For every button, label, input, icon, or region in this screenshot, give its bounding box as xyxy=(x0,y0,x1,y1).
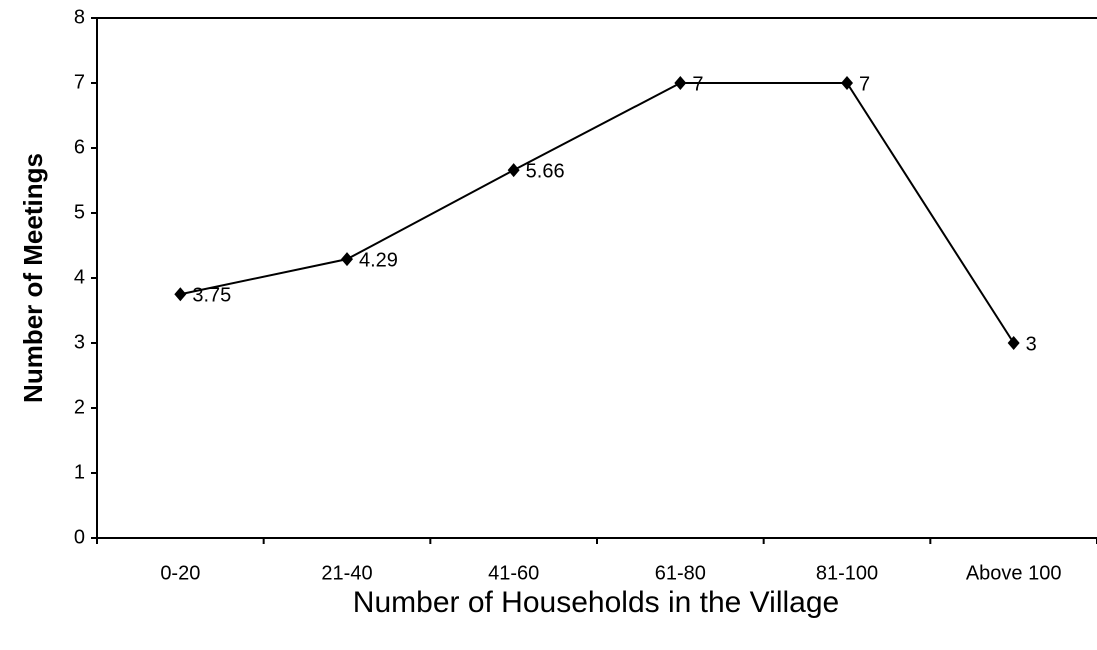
data-label: 3.75 xyxy=(192,285,231,307)
marker xyxy=(341,252,353,267)
y-tick-label: 8 xyxy=(74,6,85,28)
y-tick-label: 7 xyxy=(74,71,85,93)
marker xyxy=(174,287,187,302)
y-tick-label: 4 xyxy=(74,266,85,288)
marker xyxy=(674,76,687,90)
data-label: 5.66 xyxy=(526,160,565,182)
data-label: 7 xyxy=(859,73,870,95)
y-axis-label: Number of Meetings xyxy=(18,153,48,403)
y-tick-label: 6 xyxy=(74,136,85,158)
x-tick-label: Above 100 xyxy=(966,562,1062,584)
data-label: 7 xyxy=(692,73,703,95)
marker xyxy=(507,163,520,178)
data-label: 4.29 xyxy=(359,249,398,271)
y-tick-label: 3 xyxy=(74,331,85,353)
x-tick-label: 61-80 xyxy=(655,562,706,584)
y-tick-label: 2 xyxy=(74,396,85,418)
marker xyxy=(841,76,853,90)
marker xyxy=(1007,336,1020,350)
x-tick-label: 21-40 xyxy=(321,562,372,584)
x-tick-label: 81-100 xyxy=(816,562,878,584)
data-label: 3 xyxy=(1026,333,1037,355)
line xyxy=(180,82,1015,344)
y-tick-label: 5 xyxy=(74,201,85,223)
x-tick-label: 0-20 xyxy=(160,562,200,584)
y-tick-label: 0 xyxy=(74,526,85,548)
x-tick-label: 41-60 xyxy=(488,562,539,584)
x-axis-label: Number of Households in the Village xyxy=(353,586,839,619)
y-tick-label: 1 xyxy=(74,461,85,483)
